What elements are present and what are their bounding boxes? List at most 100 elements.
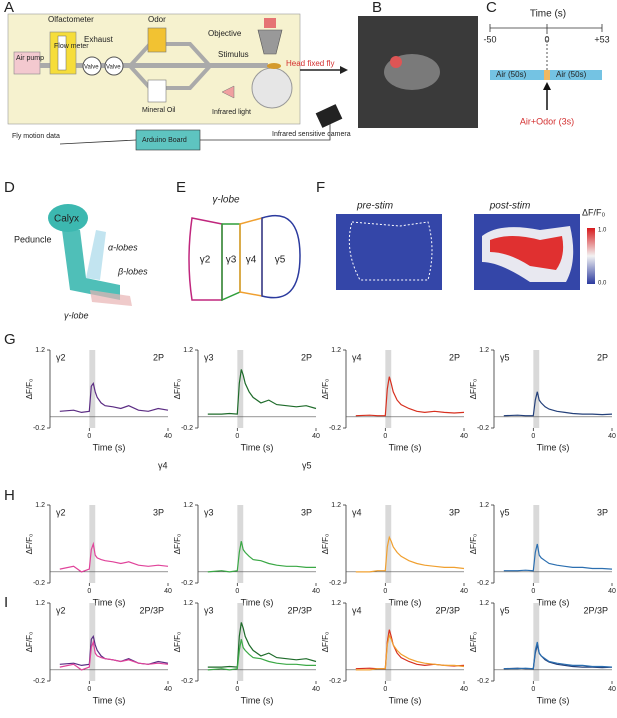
y-tick-label: 1.2 [331, 600, 341, 607]
trace [503, 644, 613, 670]
x-tick-label: 40 [164, 433, 172, 440]
tick-label: +53 [594, 34, 609, 44]
trace [59, 639, 169, 671]
y-tick-label: -0.2 [477, 580, 489, 587]
x-tick-label: 40 [312, 588, 320, 595]
y-tick-label: 1.2 [183, 502, 193, 509]
region-label: γ3 [204, 352, 214, 362]
trace [355, 376, 465, 417]
x-tick-label: 40 [608, 588, 616, 595]
x-axis-label: Time (s) [537, 597, 570, 607]
label: Air (50s) [556, 70, 587, 79]
y-axis-label: ΔF/F₀ [469, 379, 478, 400]
label: Fly motion data [12, 133, 60, 140]
panel-a: Olfactometer Air pump Flow meter Exhaust… [7, 13, 351, 151]
region-label: γ5 [500, 352, 510, 362]
label: Calyx [54, 214, 79, 225]
label: γ-lobe [212, 195, 240, 206]
region-label: γ2 [56, 507, 66, 517]
y-tick-label: -0.2 [33, 580, 45, 587]
colorbar-tick: 0.0 [598, 281, 607, 287]
region-label: γ4 [352, 605, 362, 615]
label: Peduncle [14, 234, 52, 244]
region-label: γ4 [352, 507, 362, 517]
x-tick-label: 0 [87, 686, 91, 693]
trace [355, 633, 465, 671]
trace [355, 535, 465, 573]
label: Stimulus [218, 50, 249, 59]
y-tick-label: -0.2 [329, 678, 341, 685]
method-label: 3P [153, 507, 164, 517]
label: Mineral Oil [142, 107, 176, 114]
y-tick-label: -0.2 [33, 678, 45, 685]
y-tick-label: -0.2 [181, 678, 193, 685]
stimulus-bar [533, 350, 540, 428]
label: Flow meter [54, 43, 89, 50]
label: Odor [148, 15, 166, 24]
x-tick-label: 40 [608, 433, 616, 440]
x-axis-label: Time (s) [93, 597, 126, 607]
label: α-lobes [108, 242, 138, 252]
panel-f: pre-stim post-stim ΔF/F₀ 1.0 0.0 [336, 201, 607, 290]
y-tick-label: 1.2 [35, 600, 45, 607]
fly-image [390, 56, 402, 68]
panel-label: C [486, 0, 497, 16]
y-tick-label: 1.2 [183, 347, 193, 354]
y-tick-label: -0.2 [477, 425, 489, 432]
panel-label: G [4, 331, 16, 348]
x-tick-label: 0 [383, 433, 387, 440]
method-label: 2P/3P [139, 605, 164, 615]
colorbar-label: ΔF/F₀ [582, 207, 606, 217]
label: γ3 [226, 255, 237, 266]
y-axis-label: ΔF/F₀ [25, 632, 34, 653]
x-tick-label: 40 [460, 686, 468, 693]
y-tick-label: 1.2 [479, 502, 489, 509]
region-label: γ2 [56, 605, 66, 615]
stimulus-bar [533, 505, 540, 583]
method-label: 3P [449, 507, 460, 517]
panel-d: Calyx Peduncle α-lobes β-lobes γ-lobe [14, 204, 148, 320]
label: Arduino Board [142, 137, 187, 144]
x-tick-label: 40 [312, 686, 320, 693]
x-tick-label: 40 [164, 686, 172, 693]
region-label: γ4 [352, 352, 362, 362]
y-tick-label: 1.2 [479, 600, 489, 607]
y-tick-label: 1.2 [35, 502, 45, 509]
y-axis-label: ΔF/F₀ [321, 534, 330, 555]
colorbar-tick: 1.0 [598, 228, 607, 234]
panel-c: Time (s) -50 0 +53 Air (50s) Air (50s) A… [483, 9, 609, 127]
panel-e: γ-lobe γ2 γ3 γ4 γ5 [188, 195, 301, 302]
label: γ4 [246, 255, 257, 266]
y-axis-label: ΔF/F₀ [173, 534, 182, 555]
y-axis-label: ΔF/F₀ [25, 379, 34, 400]
panel-label: H [4, 487, 15, 504]
y-tick-label: -0.2 [329, 425, 341, 432]
method-label: 2P/3P [583, 605, 608, 615]
label: Exhaust [84, 35, 114, 44]
label: Air+Odor (3s) [520, 116, 574, 126]
y-axis-label: ΔF/F₀ [469, 632, 478, 653]
y-tick-label: 1.2 [331, 347, 341, 354]
stimulus-bar [89, 505, 96, 583]
stimulus-bar [89, 350, 96, 428]
x-tick-label: 0 [531, 686, 535, 693]
stimulus-bar [89, 603, 96, 681]
panel-label: B [372, 0, 382, 16]
x-axis-label: Time (s) [537, 442, 570, 452]
y-tick-label: -0.2 [181, 580, 193, 587]
x-tick-label: 0 [235, 433, 239, 440]
method-label: 2P/3P [435, 605, 460, 615]
trace [207, 541, 316, 573]
y-tick-label: 1.2 [479, 347, 489, 354]
label: γ5 [302, 460, 312, 470]
label: Infrared light [212, 109, 251, 116]
region-label: γ3 [204, 605, 214, 615]
y-tick-label: -0.2 [329, 580, 341, 587]
trace [503, 391, 613, 417]
x-tick-label: 0 [383, 588, 387, 595]
y-axis-label: ΔF/F₀ [173, 632, 182, 653]
label: Olfactometer [48, 15, 94, 24]
x-axis-label: Time (s) [241, 442, 274, 452]
axis-label: Time (s) [530, 9, 566, 20]
label: γ-lobe [64, 310, 89, 320]
